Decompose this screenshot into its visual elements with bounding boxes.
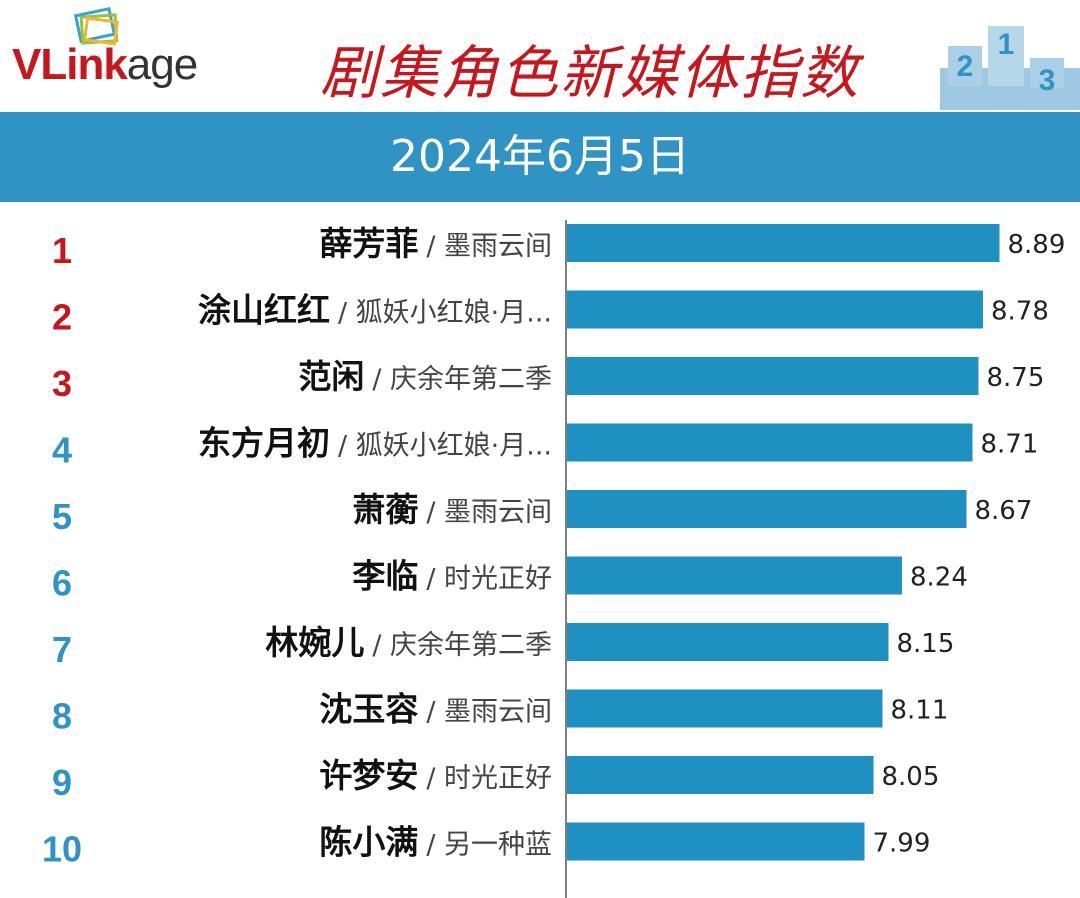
page-title: 剧集角色新媒体指数 [320,39,861,107]
character-name: 萧蘅 [352,490,418,529]
header: VLinkage 剧集角色新媒体指数 2 1 3 [0,0,1080,112]
value-label: 8.78 [991,297,1049,327]
drama-name: / 时光正好 [426,763,552,794]
rank-number: 2 [52,297,72,338]
logo-frames-icon [73,6,120,46]
character-name: 沈玉容 [319,690,418,729]
rank-number: 3 [52,363,72,404]
bar [567,822,865,861]
drama-name: / 狐妖小红娘·月... [338,431,552,462]
value-label: 8.75 [987,363,1045,393]
bar [567,756,874,794]
character-name: 林婉儿 [265,623,364,662]
drama-name: / 庆余年第二季 [372,630,552,661]
bar [567,490,967,528]
bar [567,290,983,329]
rank-number: 10 [42,829,82,870]
drama-name: / 墨雨云间 [426,697,552,728]
rank-number: 1 [52,230,72,271]
drama-name: / 墨雨云间 [426,497,552,528]
ranking-chart: 1 薛芳菲 / 墨雨云间 8.89 2 涂山红红 / 狐妖小红娘·月... 8.78 3 范闲 / … [0,202,1080,898]
podium-label: 2 [957,50,974,83]
value-label: 8.05 [882,762,940,792]
character-name: 涂山红红 [198,291,330,330]
row-label: 沈玉容 / 墨雨云间 [319,690,552,729]
vlinkage-logo: VLinkage [12,6,252,96]
character-name: 薛芳菲 [319,224,418,263]
value-label: 8.89 [1008,230,1066,260]
row-label: 范闲 / 庆余年第二季 [298,357,552,396]
podium-icon: 2 1 3 [940,26,1080,110]
value-label: 8.67 [975,496,1033,526]
ranking-chart-svg: 1 薛芳菲 / 墨雨云间 8.89 2 涂山红红 / 狐妖小红娘·月... 8.78 3 范闲 / … [42,220,1066,898]
drama-name: / 时光正好 [426,564,552,595]
date-band: 2024年6月5日 [0,112,1080,202]
value-label: 8.71 [981,430,1039,460]
rank-number: 8 [52,696,72,737]
value-label: 8.24 [910,563,968,593]
row-label: 薛芳菲 / 墨雨云间 [319,224,552,263]
logo-text: VLinkage [12,40,198,90]
value-label: 8.15 [897,629,955,659]
podium-label: 3 [1039,64,1056,97]
bar [567,556,902,595]
drama-name: / 墨雨云间 [426,231,552,262]
bar [567,224,1000,262]
drama-name: / 狐妖小红娘·月... [338,298,552,329]
rank-number: 4 [52,430,72,471]
character-name: 许梦安 [319,756,418,795]
character-name: 李临 [352,557,418,596]
rank-number: 6 [52,563,72,604]
character-name: 东方月初 [198,424,330,463]
bar [567,357,979,395]
date-label: 2024年6月5日 [390,131,690,182]
character-name: 范闲 [298,357,364,396]
rank-number: 9 [52,762,72,803]
value-label: 8.11 [891,696,949,726]
rank-number: 7 [52,629,72,670]
bar [567,623,889,661]
bar [567,423,973,462]
podium-label: 1 [998,28,1015,61]
logo-text-red: VLink [12,40,128,89]
character-name: 陈小满 [319,823,418,862]
row-label: 涂山红红 / 狐妖小红娘·月... [198,291,552,330]
row-label: 许梦安 / 时光正好 [319,756,552,795]
row-label: 林婉儿 / 庆余年第二季 [265,623,552,662]
drama-name: / 庆余年第二季 [372,364,552,395]
drama-name: / 另一种蓝 [426,830,552,861]
value-label: 7.99 [873,829,931,859]
row-label: 李临 / 时光正好 [352,557,552,596]
logo-text-dark: age [126,40,198,89]
rank-number: 5 [52,496,72,537]
row-label: 东方月初 / 狐妖小红娘·月... [198,424,552,463]
row-label: 陈小满 / 另一种蓝 [319,823,552,862]
bar [567,689,883,728]
row-label: 萧蘅 / 墨雨云间 [352,490,552,529]
